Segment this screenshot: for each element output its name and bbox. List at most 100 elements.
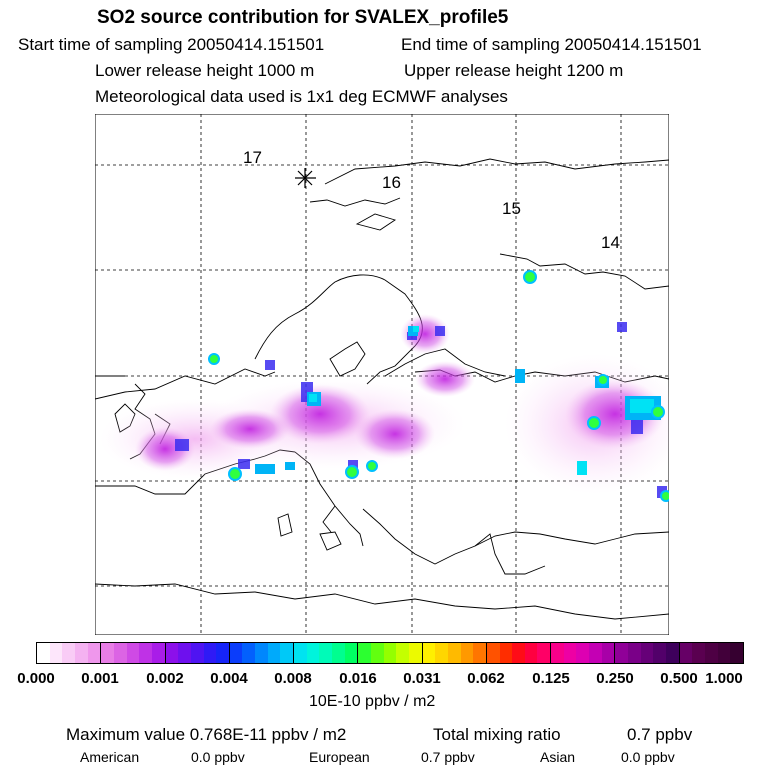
colorbar-segment (165, 643, 230, 663)
colorbar-swatch (717, 643, 731, 663)
colorbar-swatch (460, 643, 474, 663)
trajectory-label-15: 15 (502, 199, 521, 218)
colorbar-tick-2: 0.002 (146, 670, 184, 687)
colorbar-swatch (486, 643, 500, 663)
colorbar-swatch (151, 643, 165, 663)
colorbar-swatch (87, 643, 101, 663)
colorbar-segment (422, 643, 487, 663)
lower-release-height: Lower release height 1000 m (95, 61, 315, 80)
colorbar-segment (679, 643, 743, 663)
colorbar-segment (37, 643, 102, 663)
colorbar-swatch (576, 643, 590, 663)
colorbar-swatch (62, 643, 75, 663)
start-time: Start time of sampling 20050414.151501 (18, 35, 325, 54)
colorbar-tick-5: 0.016 (339, 670, 377, 687)
colorbar-swatch (165, 643, 179, 663)
colorbar-swatch (408, 643, 422, 663)
colorbar-swatch (601, 643, 615, 663)
colorbar-swatch (730, 643, 743, 663)
colorbar-swatch (229, 643, 243, 663)
colorbar-tick-10: 0.500 (660, 670, 698, 687)
colorbar-tick-11: 1.000 (705, 670, 743, 687)
region-asian-label: Asian (540, 749, 576, 765)
colorbar-swatch (255, 643, 268, 663)
meteorological-data: Meteorological data used is 1x1 deg ECMW… (95, 87, 508, 106)
colorbar-tick-4: 0.008 (274, 670, 312, 687)
trajectory-label-16: 16 (382, 173, 401, 192)
region-american-label: American (80, 749, 140, 765)
colorbar-swatch (653, 643, 667, 663)
colorbar-tick-9: 0.250 (596, 670, 634, 687)
colorbar (36, 642, 744, 664)
colorbar-swatch (512, 643, 525, 663)
map-panel: 17 16 15 14 (95, 114, 669, 635)
colorbar-segment (229, 643, 295, 663)
colorbar-swatch (280, 643, 294, 663)
colorbar-swatch (101, 643, 114, 663)
colorbar-swatch (306, 643, 320, 663)
colorbar-swatch (666, 643, 679, 663)
region-european-label: European (309, 749, 370, 765)
colorbar-swatch (499, 643, 513, 663)
colorbar-segment (486, 643, 552, 663)
colorbar-segment (101, 643, 166, 663)
colorbar-segment (358, 643, 423, 663)
colorbar-swatch (563, 643, 577, 663)
colorbar-swatch (422, 643, 436, 663)
colorbar-swatch (370, 643, 384, 663)
colorbar-swatch (203, 643, 217, 663)
colorbar-swatch (332, 643, 345, 663)
maximum-value: Maximum value 0.768E-11 ppbv / m2 (66, 725, 347, 744)
colorbar-swatch (679, 643, 693, 663)
colorbar-tick-3: 0.004 (210, 670, 248, 687)
release-site-icon (295, 168, 316, 188)
colorbar-swatch (447, 643, 461, 663)
colorbar-swatch (178, 643, 191, 663)
region-asian-value: 0.0 ppbv (621, 749, 675, 765)
colorbar-tick-0: 0.000 (17, 670, 55, 687)
trajectory-label-14: 14 (601, 233, 620, 252)
colorbar-swatch (589, 643, 602, 663)
colorbar-swatch (692, 643, 705, 663)
colorbar-swatch (113, 643, 127, 663)
colorbar-swatch (383, 643, 397, 663)
colorbar-swatch (524, 643, 538, 663)
plot-title: SO2 source contribution for SVALEX_profi… (97, 7, 509, 28)
colorbar-swatch (551, 643, 564, 663)
colorbar-tick-7: 0.062 (467, 670, 505, 687)
colorbar-segment (615, 643, 680, 663)
colorbar-swatch (49, 643, 63, 663)
colorbar-tick-6: 0.031 (403, 670, 441, 687)
colorbar-segment (551, 643, 616, 663)
colorbar-swatch (294, 643, 307, 663)
colorbar-unit: 10E-10 ppbv / m2 (309, 693, 436, 710)
upper-release-height: Upper release height 1200 m (404, 61, 624, 80)
colorbar-swatch (216, 643, 229, 663)
region-european-value: 0.7 ppbv (421, 749, 475, 765)
colorbar-swatch (537, 643, 551, 663)
colorbar-swatch (74, 643, 88, 663)
colorbar-swatch (126, 643, 140, 663)
colorbar-swatch (139, 643, 152, 663)
colorbar-swatch (435, 643, 448, 663)
colorbar-swatch (396, 643, 409, 663)
colorbar-swatch (615, 643, 629, 663)
colorbar-swatch (358, 643, 371, 663)
concentration-field (100, 270, 669, 502)
colorbar-swatch (242, 643, 256, 663)
colorbar-swatch (704, 643, 718, 663)
colorbar-swatch (473, 643, 486, 663)
colorbar-swatch (37, 643, 50, 663)
colorbar-tick-1: 0.001 (81, 670, 119, 687)
colorbar-swatch (190, 643, 204, 663)
colorbar-swatch (319, 643, 333, 663)
colorbar-swatch (640, 643, 654, 663)
trajectory-label-17: 17 (243, 148, 262, 167)
colorbar-swatch (267, 643, 281, 663)
colorbar-segment (294, 643, 359, 663)
trajectory-overlay: 17 16 15 14 (243, 148, 620, 252)
end-time: End time of sampling 20050414.151501 (401, 35, 702, 54)
colorbar-swatch (344, 643, 358, 663)
colorbar-swatch (628, 643, 641, 663)
total-mixing-ratio-label: Total mixing ratio (433, 725, 561, 744)
